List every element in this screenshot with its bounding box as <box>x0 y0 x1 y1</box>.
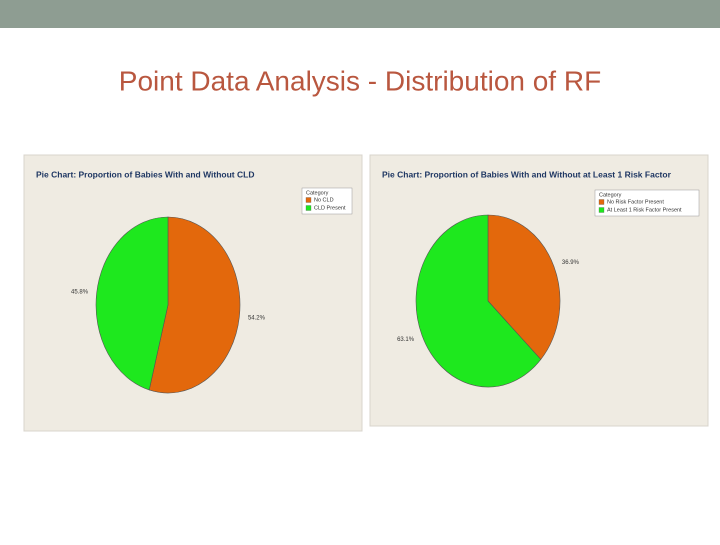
top-bar <box>0 0 720 28</box>
legend-swatch <box>305 205 312 211</box>
pie-slice <box>487 214 561 360</box>
legend-label: No CLD <box>314 197 334 203</box>
value-label: 54.2% <box>248 316 266 322</box>
slide-title: Point Data Analysis - Distribution of RF <box>119 65 601 96</box>
legend-label: CLD Present <box>314 205 346 211</box>
legend-title: Category <box>599 192 622 198</box>
value-label: 63.1% <box>397 337 415 343</box>
legend-swatch <box>598 199 605 205</box>
value-label: 45.8% <box>71 290 89 296</box>
legend-swatch <box>305 197 312 203</box>
pie-slice <box>95 216 169 391</box>
legend-swatch <box>598 207 605 213</box>
pie-slice <box>148 216 241 394</box>
chart-title: Pie Chart: Proportion of Babies With and… <box>36 169 254 179</box>
value-label: 36.9% <box>562 260 580 266</box>
legend-box <box>594 189 700 217</box>
legend-label: At Least 1 Risk Factor Present <box>607 207 682 213</box>
pie-slice <box>415 214 542 388</box>
chart-title: Pie Chart: Proportion of Babies With and… <box>382 169 672 179</box>
legend-label: No Risk Factor Present <box>607 199 664 205</box>
legend-title: Category <box>306 190 329 196</box>
